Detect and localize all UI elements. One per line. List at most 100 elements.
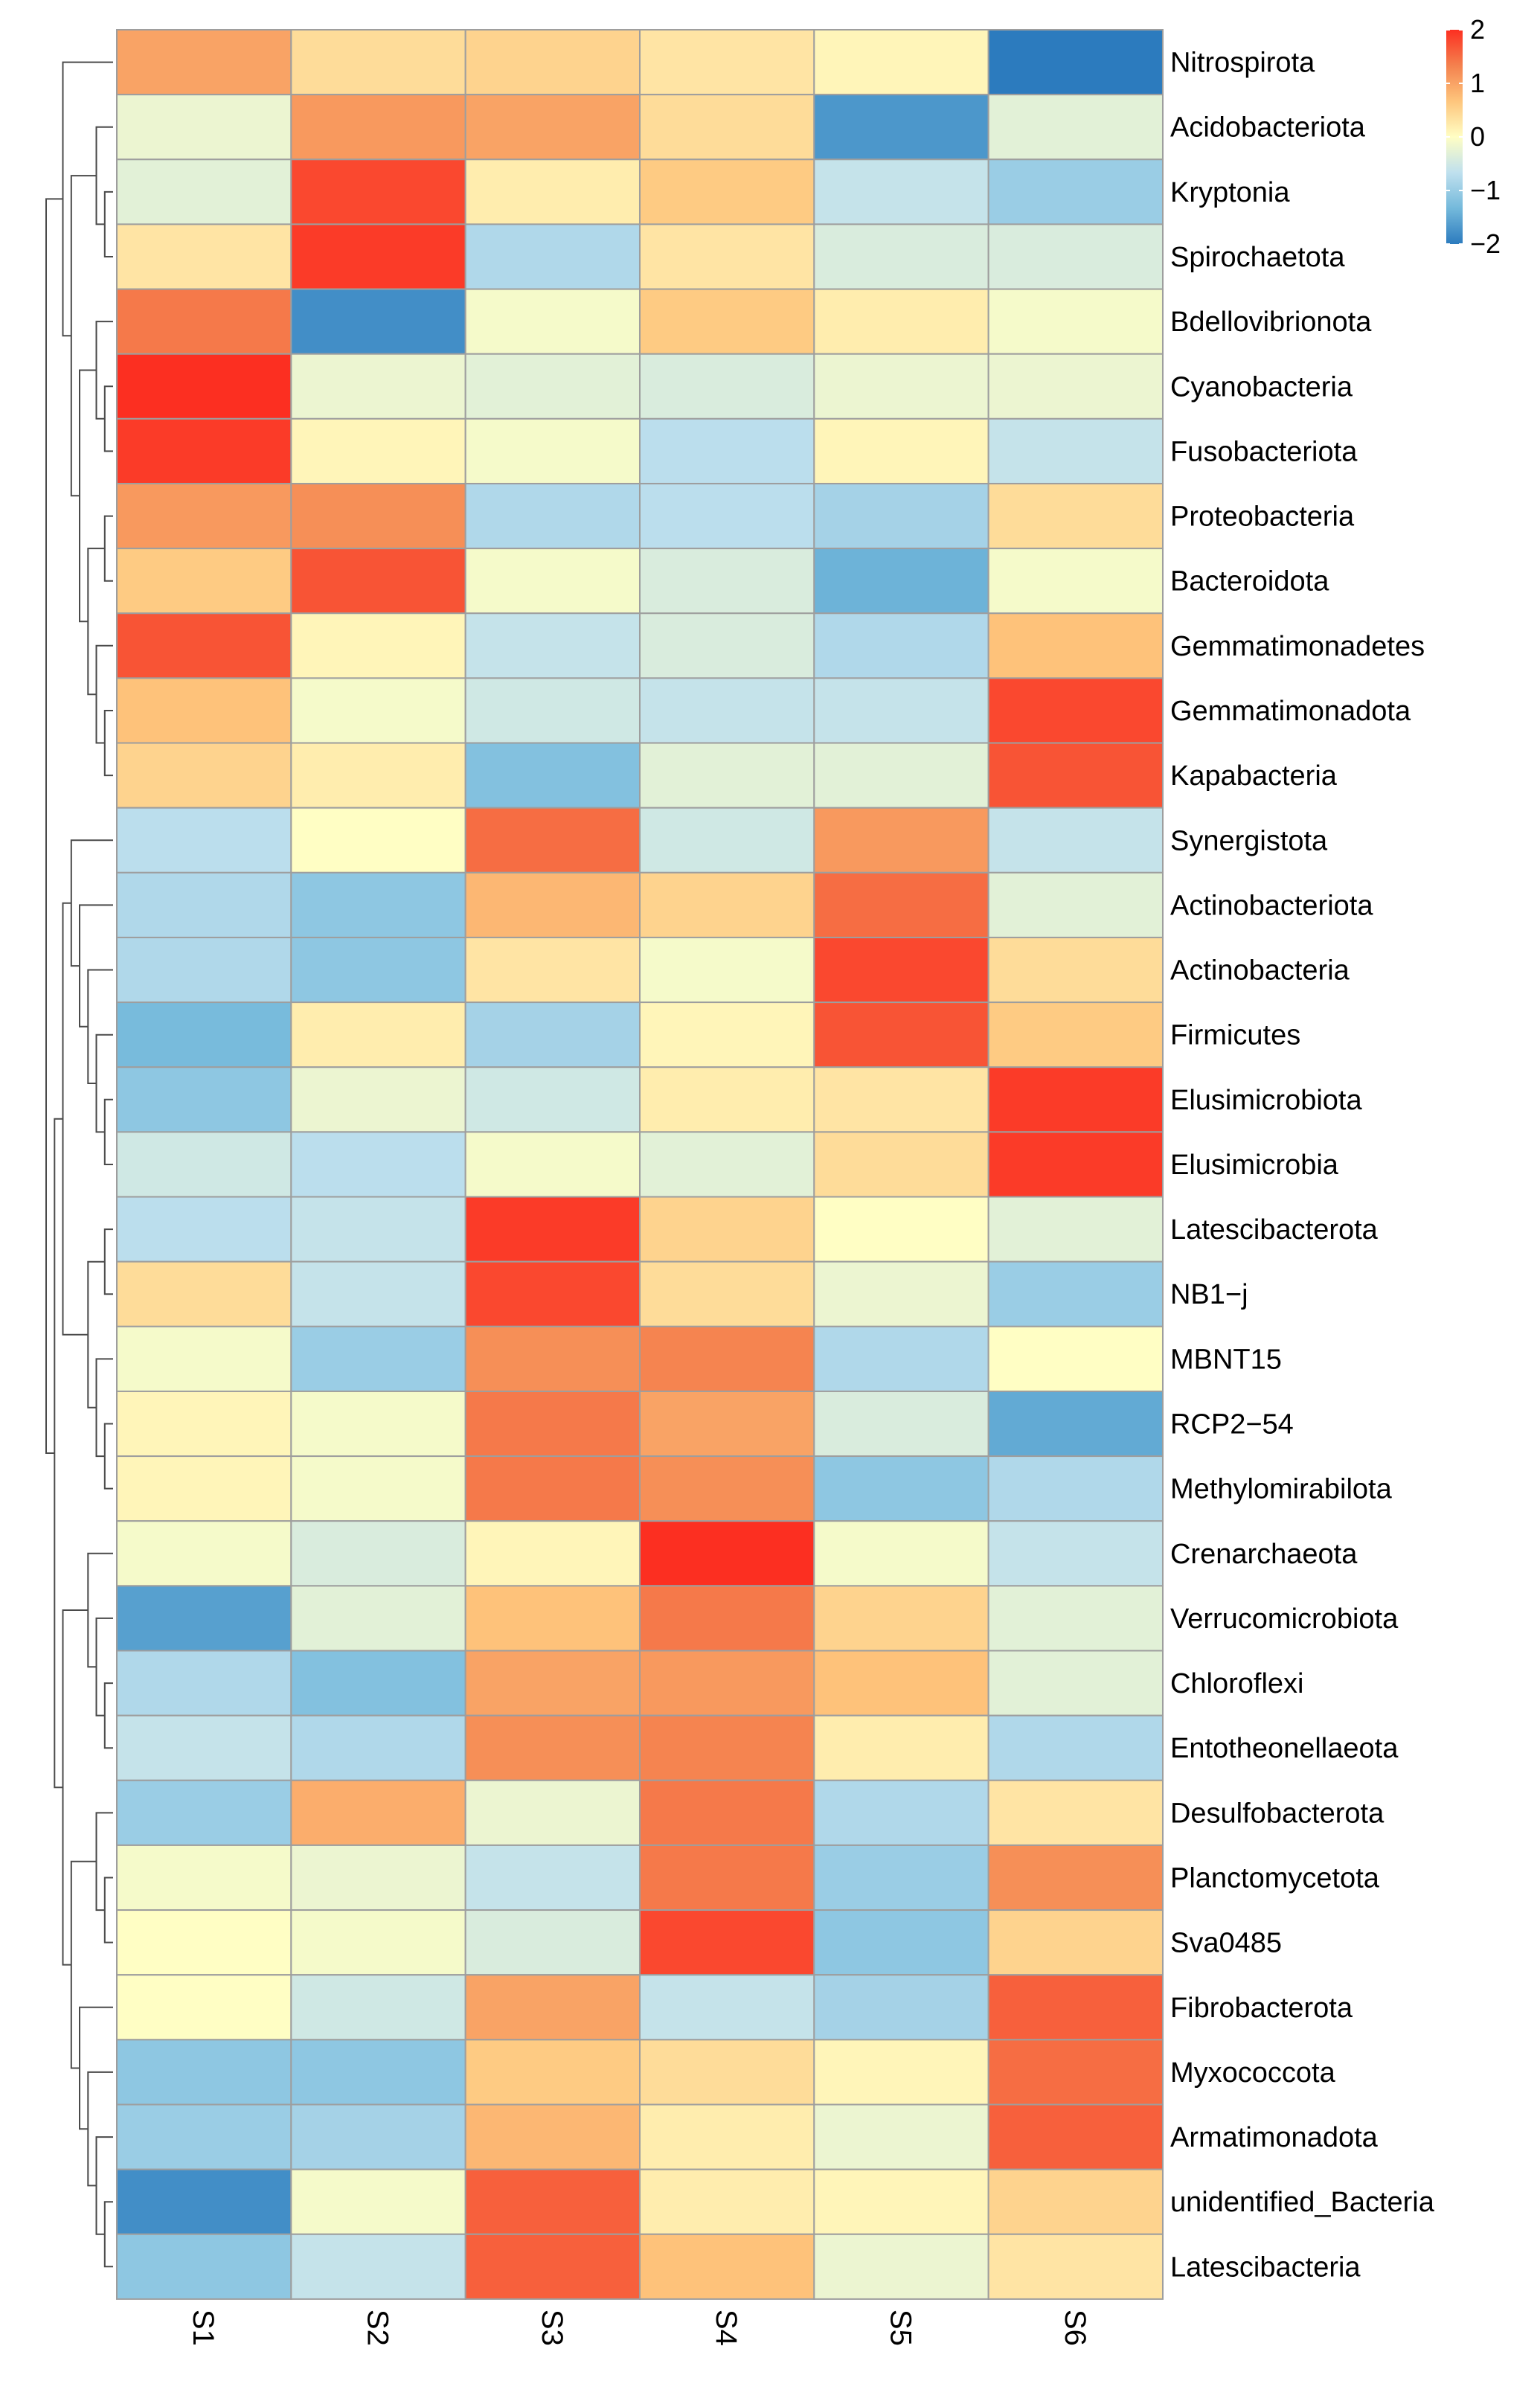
heatmap-cell [813,1779,989,1846]
heatmap-cell [638,1131,815,1198]
heatmap-cell [464,288,641,355]
heatmap-cell [638,2233,815,2300]
legend-tick-label: 0 [1470,121,1485,152]
heatmap-cell [813,158,989,225]
heatmap-cell [638,1974,815,2041]
heatmap-cell [987,2039,1164,2106]
column-label: S4 [710,2310,742,2346]
column-labels: S1 S2 S3 S4 S5 S6 [187,2310,1091,2346]
heatmap-cell [813,288,989,355]
dendrogram-branch [103,385,113,452]
row-label: Spirochaetota [1170,242,1345,273]
heatmap-cell [464,1325,641,1392]
heatmap-cell [813,1325,989,1392]
row-label: Elusimicrobia [1170,1150,1339,1181]
heatmap-cell [116,742,292,809]
heatmap-cell [116,1714,292,1781]
heatmap-cell [813,2039,989,2106]
heatmap-cell [987,1002,1164,1068]
dendrogram-branch [62,902,89,1336]
row-label: NB1−j [1170,1279,1248,1310]
dendrogram-branch [103,190,113,257]
heatmap-cell [290,936,466,1004]
dendrogram-branch [87,2071,113,2187]
heatmap-cell [290,1779,466,1846]
heatmap-cell [813,742,989,809]
dendrogram-branch [45,198,63,1454]
row-label: Fibrobacterota [1170,1993,1353,2024]
heatmap-cell [987,1455,1164,1522]
dendrogram-branch [103,710,113,777]
heatmap-cell [464,1131,641,1198]
heatmap-cell [813,1650,989,1717]
heatmap-cell [290,1909,466,1976]
heatmap-cell [464,548,641,615]
heatmap-cell [116,1066,292,1133]
heatmap-cell [464,1974,641,2041]
heatmap-cells [116,29,1164,2300]
heatmap-cell [987,1779,1164,1846]
row-label: Cyanobacteria [1170,371,1353,403]
heatmap-cell [116,353,292,420]
heatmap-cell [813,936,989,1004]
dendrogram-branch [87,969,113,1084]
heatmap-cell [987,677,1164,744]
heatmap-cell [290,1066,466,1133]
heatmap-cell [464,29,641,96]
column-label: S2 [362,2310,394,2346]
heatmap-cell [638,29,815,96]
heatmap-cell [638,1390,815,1458]
row-label: Planctomycetota [1170,1862,1380,1894]
heatmap-cell [813,807,989,874]
heatmap-cell [987,1325,1164,1392]
heatmap-cell [638,94,815,161]
heatmap-cell [290,612,466,679]
heatmap-cell [987,936,1164,1004]
heatmap-cell [464,612,641,679]
heatmap-cell [464,1066,641,1133]
heatmap-cell [987,417,1164,484]
heatmap-cell [638,936,815,1004]
heatmap-cell [290,1520,466,1587]
heatmap-cell [987,223,1164,290]
column-label: S3 [536,2310,568,2346]
heatmap-cell [987,158,1164,225]
heatmap-cell [290,2168,466,2235]
heatmap-cell [813,353,989,420]
heatmap-cell [987,871,1164,938]
heatmap-cell [116,1002,292,1068]
row-label: Crenarchaeota [1170,1539,1358,1570]
heatmap-cell [638,1714,815,1781]
dendrogram-branch [70,175,97,497]
heatmap-cell [987,288,1164,355]
dendrogram-branch [54,1118,63,1789]
heatmap-cell [290,1131,466,1198]
heatmap-cell [813,548,989,615]
heatmap-cell [290,1260,466,1327]
heatmap-cell [116,548,292,615]
legend-tick-label: −1 [1470,175,1501,205]
legend-tick-label: −2 [1470,228,1501,259]
heatmap-cell [987,1974,1164,2041]
heatmap-cell [464,1650,641,1717]
row-label: Proteobacteria [1170,501,1355,533]
dendrogram-branch [103,1098,113,1165]
heatmap-cell [987,1520,1164,1587]
heatmap-cell [813,1714,989,1781]
heatmap-cell [290,1974,466,2041]
heatmap-cell [987,548,1164,615]
heatmap-cell [464,2168,641,2235]
heatmap-cell [116,1779,292,1846]
legend-tick-label: 1 [1470,68,1485,98]
heatmap-cell [290,742,466,809]
row-label: Latescibacteria [1170,2252,1361,2283]
heatmap-cell [290,29,466,96]
heatmap-cell [290,2039,466,2106]
heatmap-cell [464,2233,641,2300]
heatmap-cell [638,1585,815,1652]
heatmap-cell [116,612,292,679]
row-label: Acidobacteriota [1170,112,1366,144]
heatmap-cell [290,1844,466,1911]
heatmap-cell [987,482,1164,550]
